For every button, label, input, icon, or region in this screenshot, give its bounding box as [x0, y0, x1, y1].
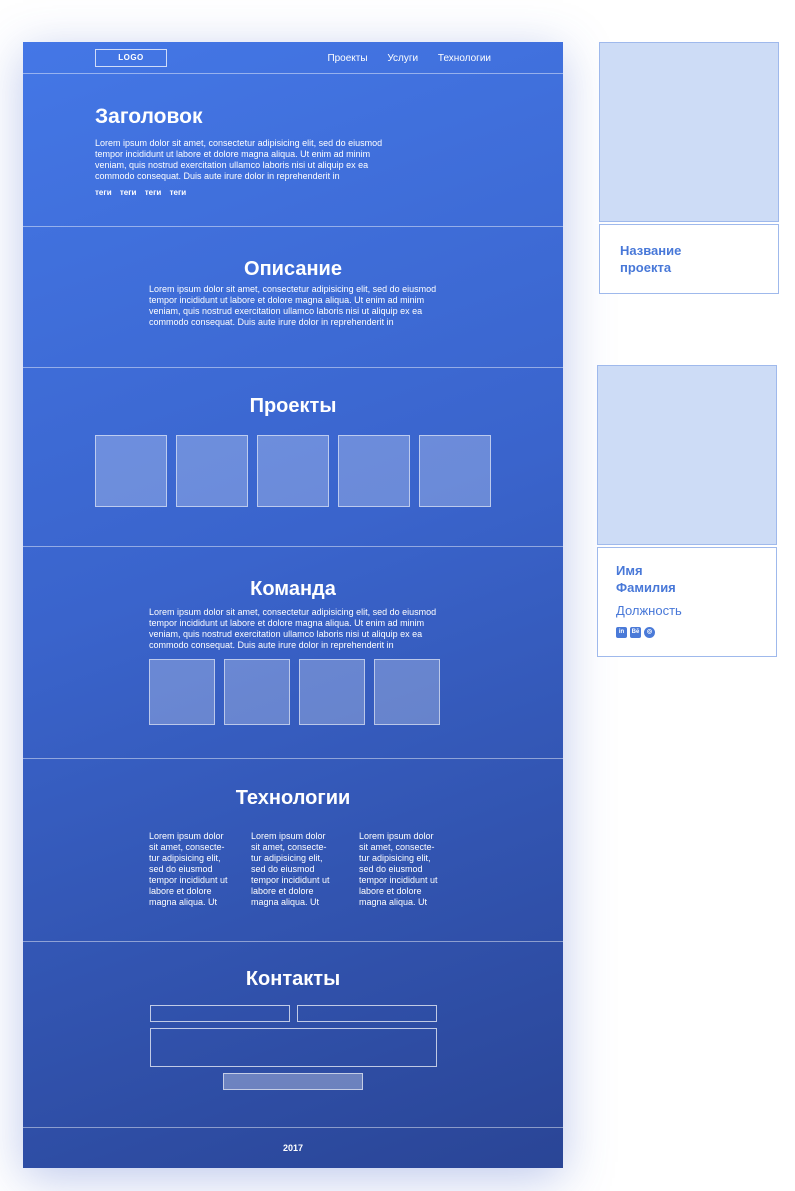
team-member-photo[interactable] [224, 659, 290, 725]
message-textarea[interactable] [150, 1028, 437, 1067]
technology-column: Lorem ipsum dolor sit amet, consecte-tur… [149, 831, 228, 907]
name-input[interactable] [150, 1005, 290, 1022]
description-text: Lorem ipsum dolor sit amet, consectetur … [149, 284, 437, 327]
team-section: Команда Lorem ipsum dolor sit amet, cons… [23, 547, 563, 759]
contacts-section: Контакты [23, 942, 563, 1128]
project-thumbnail[interactable] [338, 435, 410, 507]
hero-text: Lorem ipsum dolor sit amet, consectetur … [95, 138, 383, 181]
tag-list: теги теги теги теги [95, 188, 192, 197]
description-section: Описание Lorem ipsum dolor sit amet, con… [23, 227, 563, 368]
dribbble-icon[interactable]: ◎ [644, 627, 655, 638]
project-thumbnail[interactable] [257, 435, 329, 507]
contacts-title: Контакты [245, 968, 341, 990]
project-thumbnail[interactable] [419, 435, 491, 507]
hero-title: Заголовок [95, 105, 203, 128]
project-card[interactable]: Название проекта [599, 224, 779, 294]
team-text: Lorem ipsum dolor sit amet, consectetur … [149, 607, 437, 650]
member-first-name: Имя [616, 563, 643, 578]
team-member-photo[interactable] [299, 659, 365, 725]
description-title: Описание [244, 258, 342, 280]
main-nav: Проекты Услуги Технологии [310, 53, 491, 64]
project-thumbnail[interactable] [176, 435, 248, 507]
nav-link-projects[interactable]: Проекты [327, 53, 368, 64]
tag[interactable]: теги [95, 188, 112, 197]
social-links: in Bē ◎ [616, 627, 655, 638]
projects-section: Проекты [23, 368, 563, 547]
member-role: Должность [616, 603, 682, 618]
member-card: Имя Фамилия Должность in Bē ◎ [597, 547, 777, 657]
team-member-photo[interactable] [374, 659, 440, 725]
landing-page-mockup: LOGO Проекты Услуги Технологии Заголовок… [23, 42, 563, 1168]
nav-link-services[interactable]: Услуги [387, 53, 419, 64]
nav-link-technologies[interactable]: Технологии [437, 53, 491, 64]
footer-year: 2017 [282, 1143, 304, 1153]
team-title: Команда [250, 578, 336, 600]
technologies-section: Технологии Lorem ipsum dolor sit amet, c… [23, 759, 563, 942]
member-last-name: Фамилия [616, 580, 676, 595]
project-thumbnail[interactable] [95, 435, 167, 507]
projects-title: Проекты [249, 395, 337, 417]
email-input[interactable] [297, 1005, 437, 1022]
project-card-title: Название проекта [620, 243, 682, 275]
behance-icon[interactable]: Bē [630, 627, 641, 638]
project-card-image[interactable] [599, 42, 779, 222]
team-member-photo[interactable] [149, 659, 215, 725]
logo[interactable]: LOGO [95, 49, 167, 67]
submit-button[interactable] [223, 1073, 363, 1090]
tag[interactable]: теги [144, 188, 162, 197]
hero-section: Заголовок Lorem ipsum dolor sit amet, co… [23, 74, 563, 227]
tag[interactable]: теги [119, 188, 137, 197]
member-card-photo[interactable] [597, 365, 777, 545]
site-header: LOGO Проекты Услуги Технологии [23, 42, 563, 74]
technology-column: Lorem ipsum dolor sit amet, consecte-tur… [359, 831, 438, 907]
linkedin-icon[interactable]: in [616, 627, 627, 638]
technologies-title: Технологии [235, 787, 351, 809]
tag[interactable]: теги [169, 188, 187, 197]
technology-column: Lorem ipsum dolor sit amet, consecte-tur… [251, 831, 330, 907]
